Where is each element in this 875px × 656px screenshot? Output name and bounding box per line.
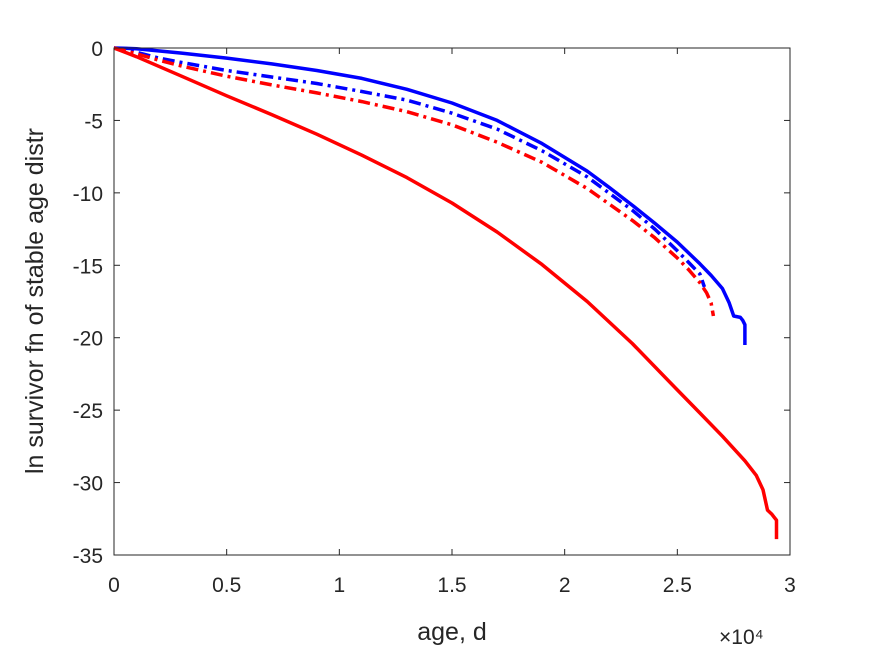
y-tick-label: -20 (73, 328, 103, 351)
y-tick-label: -15 (73, 255, 103, 278)
x-tick-label: 1 (333, 574, 345, 597)
y-tick-label: -25 (73, 400, 103, 423)
y-axis-label: ln survivor fn of stable age distr (21, 128, 49, 474)
series-line-4 (113, 46, 779, 540)
x-tick-label: 0.5 (212, 574, 241, 597)
y-tick-label: -30 (73, 473, 103, 496)
x-tick-label: 2 (559, 574, 571, 597)
series-line-1 (113, 46, 747, 345)
x-tick-label: 0 (108, 574, 120, 597)
series-line-2 (113, 46, 707, 288)
series-line-3 (113, 46, 716, 317)
y-tick-label: 0 (91, 38, 103, 61)
y-tick-label: -35 (73, 545, 103, 568)
y-tick-label: -10 (73, 183, 103, 206)
x-tick-label: 1.5 (437, 574, 466, 597)
plot-area (114, 48, 790, 555)
y-tick-label: -5 (84, 110, 103, 133)
x-axis-label: age, d (417, 618, 487, 646)
tick-layer: 0 0.5 1 1.5 2 2.5 3 0 -5 -10 -15 -20 -25 -30 -35 (73, 38, 796, 597)
x-tick-label: 2.5 (663, 574, 692, 597)
x-exponent-label: ×10⁴ (719, 626, 764, 649)
series-layer (113, 46, 779, 540)
x-tick-label: 3 (784, 574, 796, 597)
